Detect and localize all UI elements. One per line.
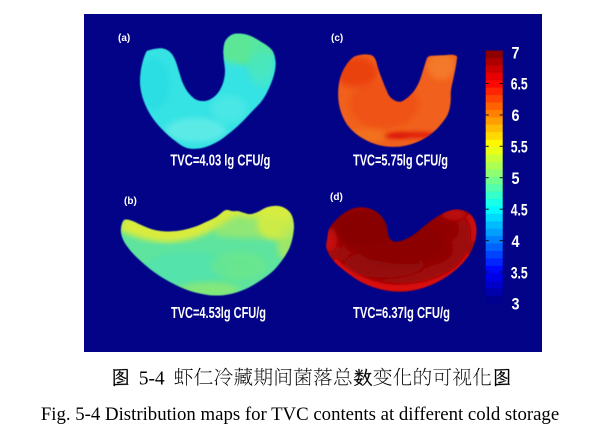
svg-text:7: 7 bbox=[512, 44, 520, 63]
svg-text:(c): (c) bbox=[331, 33, 343, 44]
svg-text:TVC=4.53lg CFU/g: TVC=4.53lg CFU/g bbox=[171, 305, 266, 322]
svg-text:3: 3 bbox=[512, 295, 520, 314]
svg-text:TVC=5.75lg CFU/g: TVC=5.75lg CFU/g bbox=[353, 153, 448, 170]
svg-text:TVC=4.03 lg CFU/g: TVC=4.03 lg CFU/g bbox=[170, 153, 270, 170]
svg-text:TVC=6.37lg CFU/g: TVC=6.37lg CFU/g bbox=[353, 305, 450, 322]
svg-text:5: 5 bbox=[512, 169, 520, 188]
svg-text:4: 4 bbox=[512, 232, 520, 251]
svg-text:5-4: 5-4 bbox=[139, 368, 165, 389]
svg-text:6: 6 bbox=[512, 106, 520, 125]
svg-text:6.5: 6.5 bbox=[511, 74, 528, 93]
svg-text:(a): (a) bbox=[118, 33, 130, 44]
svg-text:5.5: 5.5 bbox=[511, 138, 528, 157]
svg-text:4.5: 4.5 bbox=[511, 201, 528, 220]
svg-text:(d): (d) bbox=[330, 192, 343, 203]
svg-text:(b): (b) bbox=[124, 196, 137, 207]
svg-text:3.5: 3.5 bbox=[511, 263, 528, 282]
